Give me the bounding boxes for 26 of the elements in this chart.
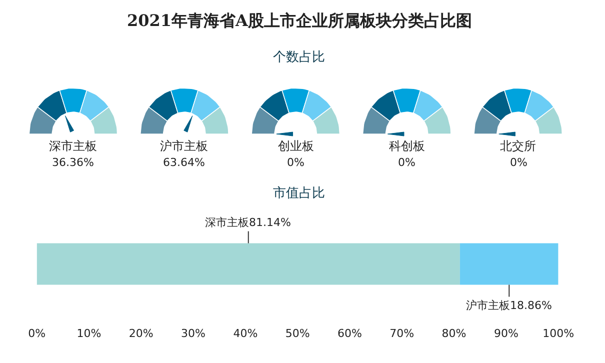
data-label: 0% xyxy=(287,156,304,169)
x-tick-label: 80% xyxy=(442,327,466,340)
x-tick-label: 0% xyxy=(28,327,46,340)
x-tick-label: 30% xyxy=(181,327,206,340)
x-tick-label: 40% xyxy=(233,327,258,340)
data-label: 深市主板81.14% xyxy=(205,216,291,229)
chart-title: 市值占比 xyxy=(273,186,325,201)
x-tick-label: 10% xyxy=(76,327,102,340)
text: 2021年青海省A股上市企业所属板块分类占比图 xyxy=(127,11,472,30)
x-tick-label: 90% xyxy=(494,327,518,340)
category-label: 沪市主板 xyxy=(160,139,208,153)
text: 个数占比 xyxy=(273,50,325,65)
category-label: 北交所 xyxy=(500,139,536,153)
category-label: 创业板 xyxy=(278,139,314,153)
data-label: 0% xyxy=(510,156,528,169)
category-label: 科创板 xyxy=(389,139,425,153)
data-label: 0% xyxy=(398,156,416,169)
category-label: 深市主板 xyxy=(49,139,97,153)
x-tick-label: 100% xyxy=(542,327,574,340)
data-label: 36.36% xyxy=(52,156,94,169)
x-tick-label: 70% xyxy=(390,327,414,340)
x-tick-label: 50% xyxy=(285,327,310,340)
data-label: 63.64% xyxy=(163,156,205,169)
x-tick-label: 20% xyxy=(128,327,154,340)
x-tick-label: 60% xyxy=(337,327,362,340)
data-label: 沪市主板18.86% xyxy=(466,299,552,312)
